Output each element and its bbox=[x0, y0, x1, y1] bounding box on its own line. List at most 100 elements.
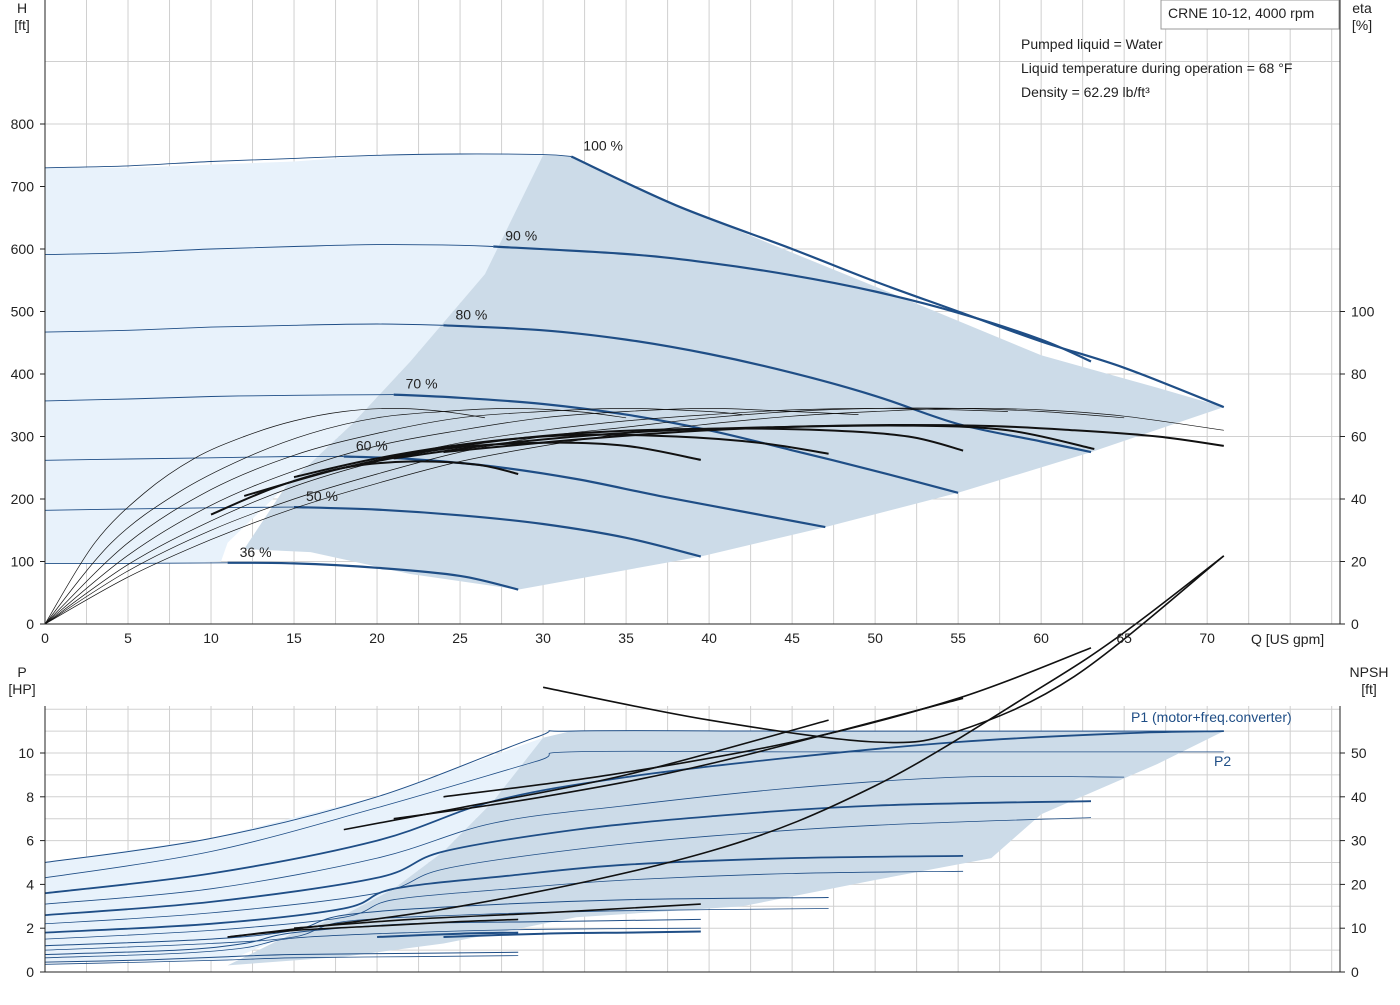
curve-head-full-8 bbox=[44, 455, 344, 461]
info-line-temperature: Liquid temperature during operation = 68… bbox=[1021, 60, 1292, 76]
x-tick-label: 20 bbox=[369, 630, 385, 646]
x-tick-label: 70 bbox=[1199, 630, 1215, 646]
y-axis-eta-unit: [%] bbox=[1352, 17, 1372, 33]
y-tick-label-eta: 60 bbox=[1351, 429, 1367, 445]
legend-p1-label: P1 (motor+freq.converter) bbox=[1131, 709, 1292, 725]
y-tick-label-power: 2 bbox=[26, 920, 34, 936]
speed-label: 60 % bbox=[356, 438, 388, 454]
curve-npsh-21 bbox=[542, 555, 1225, 744]
curve-p1-8 bbox=[44, 897, 829, 947]
curve-head-op-5 bbox=[443, 324, 1092, 454]
head-operating-region bbox=[244, 155, 1224, 590]
y-tick-label-power: 8 bbox=[26, 789, 34, 805]
title-box bbox=[1160, 0, 1340, 30]
curve-head-full-10 bbox=[44, 506, 295, 511]
y-tick-label-power: 4 bbox=[26, 876, 34, 892]
head-region-light bbox=[45, 154, 572, 564]
curve-head-op-13 bbox=[227, 561, 519, 591]
y-axis-power-unit: [HP] bbox=[8, 681, 35, 697]
curve-p2-7 bbox=[44, 870, 964, 940]
y-axis-head-unit: [ft] bbox=[14, 17, 30, 33]
y-tick-label-power: 6 bbox=[26, 833, 34, 849]
y-tick-label-eta: 100 bbox=[1351, 304, 1375, 320]
curve-head-op-1 bbox=[570, 155, 1225, 409]
x-tick-label: 65 bbox=[1116, 630, 1132, 646]
curve-head-op-3 bbox=[493, 245, 1092, 363]
speed-label: 80 % bbox=[455, 306, 487, 322]
curve-head-op-7 bbox=[393, 393, 959, 494]
curve-npsh-18 bbox=[343, 719, 829, 831]
curve-head-op-11 bbox=[293, 506, 702, 558]
curve-p1-4 bbox=[44, 800, 1092, 916]
y-tick-label-npsh: 30 bbox=[1351, 833, 1367, 849]
speed-label: 70 % bbox=[406, 376, 438, 392]
curve-head-full-12 bbox=[44, 562, 228, 564]
y-tick-label-power: 10 bbox=[18, 745, 34, 761]
x-tick-label: 60 bbox=[1033, 630, 1049, 646]
y-axis-head-symbol: H bbox=[17, 0, 27, 16]
speed-label: 50 % bbox=[306, 488, 338, 504]
curve-p1-op-15 bbox=[443, 930, 701, 938]
speed-label: 90 % bbox=[505, 228, 537, 244]
curve-p1-10 bbox=[44, 918, 701, 955]
y-axis-eta-symbol: eta bbox=[1352, 0, 1372, 16]
curve-p1-0 bbox=[44, 730, 1224, 863]
curve-eta-15 bbox=[44, 408, 627, 625]
y-tick-label-npsh: 50 bbox=[1351, 745, 1367, 761]
curve-p1-op-14 bbox=[377, 931, 519, 938]
operating-region-layer bbox=[45, 154, 1224, 966]
y-tick-label-npsh: 40 bbox=[1351, 789, 1367, 805]
y-tick-label-head: 200 bbox=[11, 491, 35, 507]
x-tick-label: 55 bbox=[950, 630, 966, 646]
y-tick-label-npsh: 20 bbox=[1351, 876, 1367, 892]
y-axis-npsh-unit: [ft] bbox=[1361, 681, 1377, 697]
y-tick-label-head: 500 bbox=[11, 304, 35, 320]
y-tick-label-power: 0 bbox=[26, 964, 34, 980]
y-tick-label-head: 600 bbox=[11, 241, 35, 257]
curve-eta-17 bbox=[44, 408, 859, 625]
x-tick-label: 5 bbox=[124, 630, 132, 646]
y-tick-label-head: 0 bbox=[26, 616, 34, 632]
power-operating-region bbox=[227, 731, 1224, 966]
y-tick-label-eta: 40 bbox=[1351, 491, 1367, 507]
y-tick-label-eta: 80 bbox=[1351, 366, 1367, 382]
pump-model-title: CRNE 10-12, 4000 rpm bbox=[1168, 5, 1314, 21]
curve-npsh-17 bbox=[293, 903, 701, 929]
y-tick-label-head: 300 bbox=[11, 429, 35, 445]
curve-eta-16 bbox=[44, 408, 743, 625]
x-tick-label: 35 bbox=[618, 630, 634, 646]
x-tick-label: 10 bbox=[203, 630, 219, 646]
x-tick-label: 50 bbox=[867, 630, 883, 646]
curve-p2-1 bbox=[44, 750, 1224, 879]
y-tick-label-head: 700 bbox=[11, 179, 35, 195]
y-axis-npsh-symbol: NPSH bbox=[1350, 664, 1389, 680]
curve-npsh-22 bbox=[227, 555, 1225, 938]
curve-head-op-9 bbox=[343, 455, 826, 529]
y-tick-label-eta: 20 bbox=[1351, 554, 1367, 570]
y-axis-power-symbol: P bbox=[17, 664, 26, 680]
text-layer: 0 5 10 15 20 25 30 35 40 45 50 55 60 65 70010020030040… bbox=[11, 116, 1375, 980]
curve-p1-2 bbox=[44, 730, 1224, 895]
x-axis-label: Q [US gpm] bbox=[1251, 631, 1324, 647]
curve-p1-6 bbox=[44, 855, 964, 934]
curve-head-full-6 bbox=[44, 394, 394, 402]
curve-npsh-20 bbox=[443, 647, 1092, 798]
y-tick-label-head: 100 bbox=[11, 554, 35, 570]
info-line-liquid: Pumped liquid = Water bbox=[1021, 36, 1163, 52]
x-tick-label: 30 bbox=[535, 630, 551, 646]
curve-p1-12 bbox=[44, 951, 519, 963]
y-tick-label-npsh: 10 bbox=[1351, 920, 1367, 936]
curve-p2-13 bbox=[44, 955, 519, 965]
legend-p2-label: P2 bbox=[1214, 753, 1231, 769]
y-tick-label-head: 400 bbox=[11, 366, 35, 382]
power-region-light bbox=[45, 731, 572, 961]
x-tick-label: 40 bbox=[701, 630, 717, 646]
curve-eta-op-23 bbox=[293, 433, 829, 479]
x-tick-label: 45 bbox=[784, 630, 800, 646]
y-tick-label-npsh: 0 bbox=[1351, 964, 1359, 980]
series-layer bbox=[44, 153, 1225, 965]
info-line-density: Density = 62.29 lb/ft³ bbox=[1021, 84, 1150, 100]
curve-eta-14 bbox=[44, 408, 486, 625]
y-tick-label-eta: 0 bbox=[1351, 616, 1359, 632]
